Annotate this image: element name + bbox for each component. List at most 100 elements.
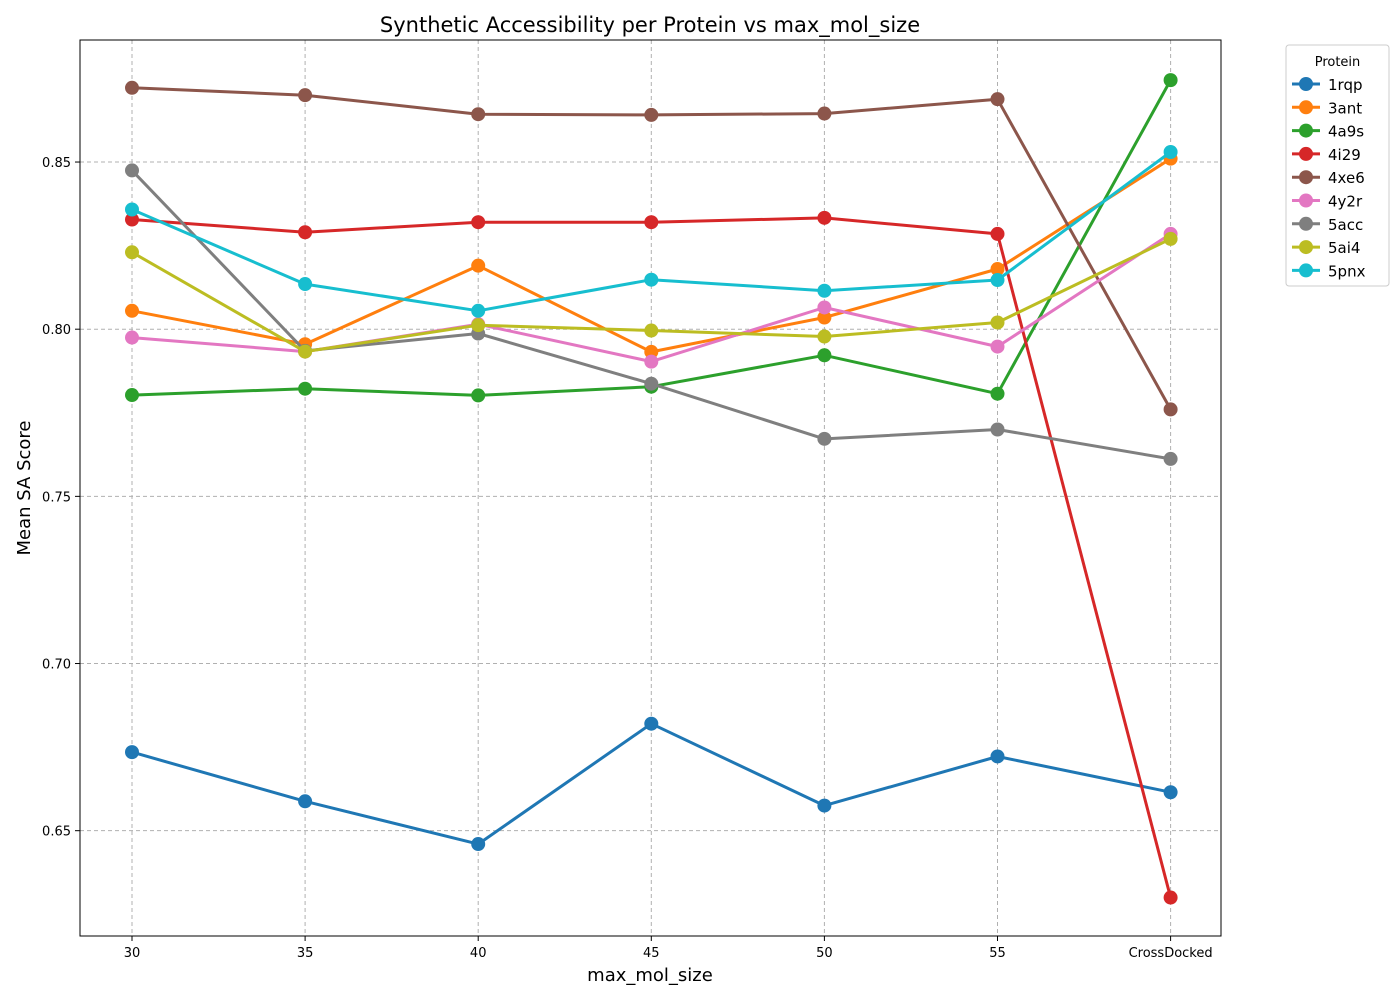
legend: Protein 1rqp 3ant 4a9s 4i29 4xe6 4y2r 5acc 5ai4 5…: [1285, 44, 1390, 287]
legend-item-5pnx: 5pnx: [1292, 262, 1366, 280]
legend-item-1rqp: 1rqp: [1292, 76, 1363, 94]
data-point-5ai4: [644, 323, 659, 338]
data-point-3ant: [471, 258, 486, 273]
legend-label: 4i29: [1328, 146, 1361, 164]
legend-item-3ant: 3ant: [1292, 99, 1362, 117]
y-tick-label: 0.70: [42, 658, 71, 673]
data-point-4xe6: [644, 107, 659, 122]
data-point-4i29: [125, 212, 139, 227]
data-point-3ant: [990, 262, 1005, 277]
data-point-4y2r: [125, 330, 139, 345]
data-point-4i29: [644, 215, 659, 230]
data-point-4i29: [990, 226, 1005, 241]
legend-label: 5pnx: [1328, 262, 1366, 280]
series-4xe6: [125, 80, 1178, 417]
data-point-5acc: [1163, 451, 1178, 466]
data-point-4y2r: [990, 339, 1005, 354]
data-point-4xe6: [990, 92, 1005, 107]
data-point-4a9s: [817, 348, 832, 363]
data-point-5ai4: [298, 344, 313, 359]
legend-item-4a9s: 4a9s: [1292, 123, 1364, 141]
data-point-4a9s: [990, 386, 1005, 401]
data-point-5ai4: [125, 245, 139, 260]
x-tick-label: CrossDocked: [1129, 946, 1213, 961]
legend-marker-swatch: [1299, 100, 1313, 115]
legend-marker-swatch: [1299, 77, 1313, 91]
data-point-5pnx: [817, 283, 832, 298]
data-point-5pnx: [644, 272, 659, 287]
data-point-4i29: [298, 225, 313, 240]
legend-label: 4a9s: [1328, 123, 1364, 141]
legend-label: 3ant: [1328, 99, 1362, 117]
axis-ticks: 30 35 40 45 50 55 CrossDocked 0.65 0.70 0.75 0.80 0…: [42, 156, 1213, 961]
legend-marker-swatch: [1299, 146, 1313, 161]
legend-marker-swatch: [1299, 216, 1313, 231]
plot-area-frame: [79, 39, 1222, 937]
data-point-1rqp: [990, 749, 1005, 764]
legend-item-4xe6: 4xe6: [1292, 169, 1365, 187]
data-point-4a9s: [1163, 73, 1178, 88]
data-point-5pnx: [298, 277, 313, 292]
data-point-5acc: [990, 422, 1005, 437]
series-4i29: [125, 210, 1178, 905]
series-5pnx: [125, 145, 1178, 318]
data-point-5pnx: [125, 202, 139, 217]
y-tick-label: 0.80: [42, 323, 71, 338]
x-tick-label: 30: [124, 946, 141, 961]
data-point-5acc: [125, 163, 139, 178]
legend-marker-swatch: [1299, 193, 1313, 208]
data-point-3ant: [817, 310, 832, 325]
data-point-5ai4: [1163, 231, 1178, 246]
y-tick-label: 0.65: [42, 825, 71, 840]
legend-marker-swatch: [1299, 240, 1313, 255]
chart-title: Synthetic Accessibility per Protein vs m…: [380, 13, 920, 38]
data-point-4a9s: [125, 388, 139, 403]
data-point-4xe6: [817, 106, 832, 121]
legend-label: 5acc: [1328, 216, 1363, 234]
legend-label: 4y2r: [1328, 193, 1363, 211]
legend-item-4y2r: 4y2r: [1292, 193, 1363, 211]
legend-label: 5ai4: [1328, 239, 1360, 257]
legend-title: Protein: [1315, 55, 1361, 70]
x-tick-label: 50: [816, 946, 833, 961]
data-point-3ant: [644, 344, 659, 359]
data-point-1rqp: [1163, 785, 1178, 800]
data-point-1rqp: [471, 837, 486, 852]
x-axis-label: max_mol_size: [587, 965, 713, 986]
data-point-4xe6: [1163, 402, 1178, 417]
data-point-4i29: [471, 215, 486, 230]
data-point-4a9s: [298, 381, 313, 396]
x-tick-label: 40: [470, 946, 487, 961]
y-tick-label: 0.85: [42, 156, 71, 171]
legend-item-5acc: 5acc: [1292, 216, 1363, 234]
legend-marker-swatch: [1299, 170, 1313, 185]
data-point-5acc: [817, 431, 832, 446]
data-point-1rqp: [644, 716, 659, 731]
data-point-5ai4: [471, 318, 486, 333]
data-point-4a9s: [471, 388, 486, 403]
data-point-1rqp: [298, 794, 313, 809]
grid-lines: [80, 40, 1221, 936]
y-tick-label: 0.75: [42, 490, 71, 505]
series-1rqp: [125, 716, 1178, 852]
legend-label: 1rqp: [1328, 76, 1363, 94]
data-point-5acc: [644, 376, 659, 391]
data-point-4xe6: [298, 88, 313, 103]
data-point-4xe6: [125, 80, 139, 95]
data-point-5ai4: [817, 329, 832, 344]
series-5ai4: [125, 231, 1178, 359]
data-point-5pnx: [1163, 145, 1178, 159]
legend-item-4i29: 4i29: [1292, 146, 1361, 164]
legend-marker-swatch: [1299, 123, 1313, 138]
data-point-1rqp: [817, 798, 832, 813]
data-point-1rqp: [125, 745, 139, 760]
data-point-3ant: [125, 303, 139, 318]
x-tick-label: 55: [989, 946, 1006, 961]
data-point-4i29: [817, 210, 832, 225]
legend-marker-swatch: [1299, 263, 1313, 278]
legend-item-5ai4: 5ai4: [1292, 239, 1360, 257]
data-point-4y2r: [817, 300, 832, 315]
data-point-4y2r: [644, 354, 659, 369]
data-point-5pnx: [990, 273, 1005, 288]
